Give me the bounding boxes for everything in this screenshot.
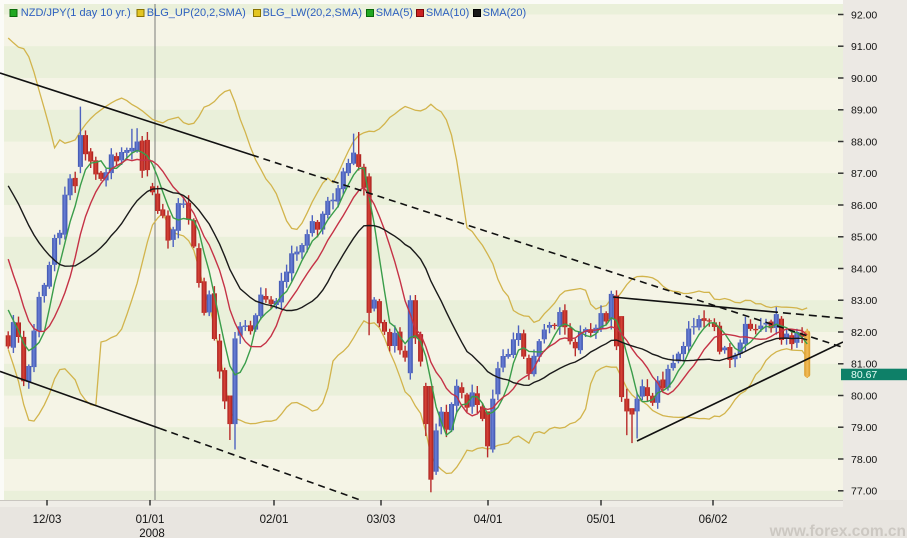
svg-text:81.00: 81.00 [851, 359, 877, 371]
svg-text:01/01: 01/01 [136, 514, 165, 526]
svg-text:88.00: 88.00 [851, 136, 877, 148]
svg-text:82.00: 82.00 [851, 327, 877, 339]
svg-text:2008: 2008 [139, 528, 165, 538]
svg-text:79.00: 79.00 [851, 422, 877, 434]
svg-text:77.00: 77.00 [851, 486, 877, 498]
svg-text:78.00: 78.00 [851, 454, 877, 466]
svg-text:89.00: 89.00 [851, 105, 877, 117]
svg-text:91.00: 91.00 [851, 41, 877, 53]
svg-text:80.67: 80.67 [851, 369, 877, 381]
svg-text:BLG_LW(20,2,SMA): BLG_LW(20,2,SMA) [263, 7, 362, 19]
svg-text:05/01: 05/01 [587, 514, 616, 526]
svg-text:SMA(5): SMA(5) [376, 7, 413, 19]
svg-text:SMA(10): SMA(10) [426, 7, 469, 19]
svg-text:NZD/JPY(1 day 10 yr.): NZD/JPY(1 day 10 yr.) [21, 7, 131, 19]
svg-text:SMA(20): SMA(20) [483, 7, 526, 19]
svg-text:06/02: 06/02 [699, 514, 728, 526]
svg-text:84.00: 84.00 [851, 263, 877, 275]
svg-text:92.00: 92.00 [851, 9, 877, 21]
svg-text:12/03: 12/03 [33, 514, 62, 526]
svg-text:83.00: 83.00 [851, 295, 877, 307]
svg-text:86.00: 86.00 [851, 200, 877, 212]
svg-text:04/01: 04/01 [474, 514, 503, 526]
svg-text:90.00: 90.00 [851, 73, 877, 85]
svg-text:BLG_UP(20,2,SMA): BLG_UP(20,2,SMA) [147, 7, 246, 19]
svg-text:85.00: 85.00 [851, 232, 877, 244]
svg-text:www.forex.com.cn: www.forex.com.cn [769, 523, 906, 538]
svg-text:03/03: 03/03 [367, 514, 396, 526]
svg-text:80.00: 80.00 [851, 390, 877, 402]
svg-text:87.00: 87.00 [851, 168, 877, 180]
svg-text:02/01: 02/01 [260, 514, 289, 526]
